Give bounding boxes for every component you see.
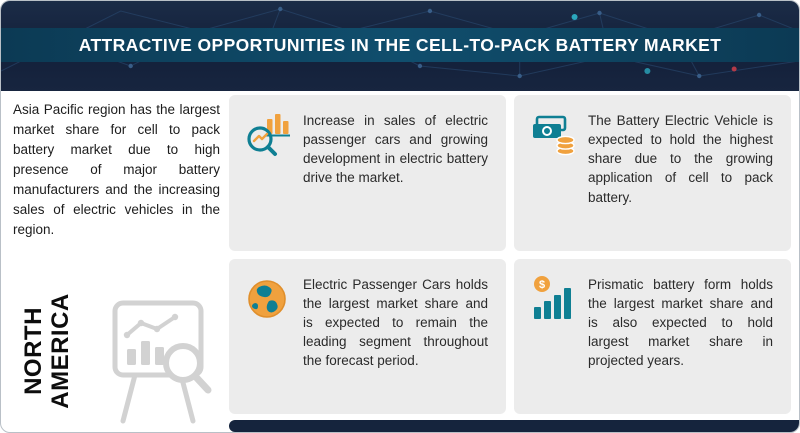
card-bev-share: The Battery Electric Vehicle is expected… (514, 95, 791, 251)
title-band: ATTRACTIVE OPPORTUNITIES IN THE CELL-TO-… (1, 28, 799, 62)
chart-magnifier-easel-icon (101, 297, 223, 432)
header-banner: ATTRACTIVE OPPORTUNITIES IN THE CELL-TO-… (1, 1, 799, 91)
card-text: The Battery Electric Vehicle is expected… (588, 113, 773, 205)
opportunity-cards-grid: Increase in sales of electric passenger … (229, 95, 791, 414)
svg-text:$: $ (539, 279, 545, 291)
banknotes-coins-icon (530, 111, 576, 157)
card-text: Electric Passenger Cars holds the larges… (303, 276, 488, 369)
bar-chart-dollar-icon: $ (530, 275, 576, 321)
card-passenger-cars-segment: Electric Passenger Cars holds the larges… (229, 258, 506, 414)
region-label: NORTH AMERICA (10, 276, 86, 426)
card-prismatic-form: $ Prismatic battery form holds the large… (514, 258, 791, 414)
card-sales-growth: Increase in sales of electric passenger … (229, 95, 506, 251)
card-text: Increase in sales of electric passenger … (303, 113, 488, 186)
footer-bar (229, 420, 799, 432)
page-title: ATTRACTIVE OPPORTUNITIES IN THE CELL-TO-… (78, 34, 722, 55)
region-label-line1: NORTH (20, 307, 48, 395)
sales-growth-analysis-icon (245, 111, 291, 157)
card-text: Prismatic battery form holds the largest… (588, 276, 773, 369)
region-description-text: Asia Pacific region has the largest mark… (13, 102, 220, 237)
region-label-line2: AMERICA (47, 293, 74, 409)
globe-icon (245, 275, 291, 321)
